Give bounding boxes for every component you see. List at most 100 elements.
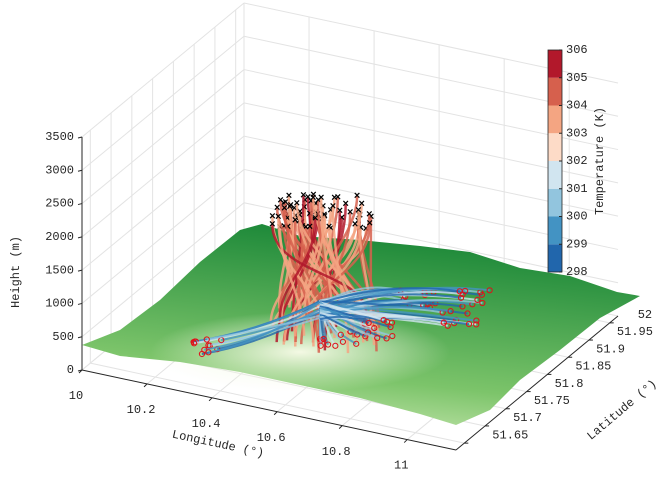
y-tick-label: 51.65: [492, 428, 528, 442]
z-tick: [77, 236, 83, 239]
trajectory-end: ×: [334, 193, 341, 205]
trajectory-start: [380, 316, 387, 324]
trajectory-start: [374, 334, 381, 342]
trajectory-end: ×: [306, 209, 313, 221]
trajectory-end: ×: [274, 203, 281, 215]
trajectory-end: ×: [269, 219, 276, 231]
trajectory-start: [324, 341, 332, 348]
colorbar-tick-label: 298: [566, 265, 588, 279]
grid-line: [81, 2, 245, 138]
z-tick-label: 500: [52, 330, 74, 344]
trajectory-start: [479, 299, 486, 307]
trajectory-end: ×: [321, 210, 328, 222]
trajectory-end: ×: [355, 205, 362, 217]
x-tick: [208, 397, 213, 402]
trajectory-end: ×: [326, 222, 333, 234]
trajectory: [319, 304, 391, 328]
trajectory-end: ×: [281, 204, 288, 216]
trajectory-end: ×: [291, 204, 298, 216]
trajectory-end: ×: [293, 198, 300, 210]
trajectory-start: [464, 310, 471, 317]
trajectory-end: ×: [296, 210, 303, 222]
trajectory-end: ×: [330, 202, 337, 214]
trajectory-start: [465, 321, 473, 328]
trajectory-end: ×: [302, 195, 309, 207]
trajectory: [319, 312, 375, 330]
trajectory-end: ×: [300, 191, 307, 203]
x-tick: [143, 383, 148, 388]
grid-line: [81, 69, 245, 204]
grid-line: [81, 169, 245, 304]
y-tick-label: 51.8: [555, 377, 584, 391]
trajectory-start: [473, 321, 480, 328]
trajectory-end: ×: [310, 193, 317, 205]
trajectory-end: ×: [320, 201, 327, 213]
trajectory-end: ×: [366, 218, 373, 230]
x-axis: [81, 369, 457, 451]
trajectory-end: ×: [338, 213, 345, 225]
z-tick-label: 3500: [45, 130, 74, 144]
z-tick-label: 0: [67, 363, 74, 377]
x-tick-label: 10.8: [322, 445, 351, 459]
trajectory-end: ×: [331, 193, 338, 205]
trajectory-end: ×: [305, 193, 312, 205]
trajectory-start: [371, 324, 378, 332]
x-tick-label: 10.4: [192, 417, 221, 431]
colorbar-bin: [548, 50, 562, 78]
z-tick-label: 2500: [45, 197, 74, 211]
trajectory-end: ×: [285, 222, 292, 234]
trajectory-start: [474, 296, 481, 303]
colorbar-title: Temperature (K): [593, 107, 607, 215]
z-tick: [77, 302, 83, 305]
z-tick-label: 3000: [45, 163, 74, 177]
trajectory-start: [320, 335, 327, 343]
x-tick: [338, 425, 343, 430]
trajectory-end: ×: [368, 212, 375, 224]
trajectory: [317, 200, 331, 308]
x-tick-label: 10: [69, 389, 83, 403]
colorbar-tick-label: 304: [566, 99, 588, 113]
x-tick-label: 10.2: [127, 403, 156, 417]
colorbar-bin: [548, 161, 562, 189]
trajectory-start: [205, 342, 212, 349]
z-tick-label: 1500: [45, 263, 74, 277]
trajectory-start: [457, 294, 465, 301]
trajectory-start: [205, 349, 212, 356]
colorbar-bin: [548, 244, 562, 272]
x-tick: [403, 439, 408, 443]
trajectory-start: [389, 332, 396, 340]
trajectory-end: ×: [318, 193, 325, 205]
trajectory: [221, 311, 321, 342]
z-tick-label: 2000: [45, 230, 74, 244]
trajectory-end: ×: [292, 216, 299, 228]
trajectory-start: [383, 318, 391, 326]
trajectory-end: ×: [354, 191, 361, 203]
colorbar-bin: [548, 105, 562, 134]
trajectory: [319, 287, 460, 304]
y-tick-label: 51.85: [575, 360, 611, 374]
z-tick: [77, 336, 83, 339]
trajectory-end: ×: [306, 222, 313, 234]
grid-line: [90, 362, 465, 444]
z-tick: [77, 369, 83, 372]
trajectory: [206, 314, 321, 341]
grid-line: [81, 102, 245, 238]
trajectory-end: ×: [277, 222, 284, 234]
trajectory-start: [339, 338, 347, 345]
grid-line: [81, 202, 245, 338]
z-tick: [77, 269, 83, 272]
trajectory-start: [456, 288, 463, 295]
trajectory-start: [190, 340, 198, 347]
trajectory-start: [440, 319, 447, 326]
x-tick: [273, 411, 278, 416]
trajectory-end: ×: [342, 199, 349, 211]
z-tick: [77, 203, 83, 206]
trajectory-end: ×: [358, 199, 365, 211]
trajectory: [319, 198, 336, 339]
trajectory-end: ×: [275, 212, 282, 224]
colorbar-tick-label: 299: [566, 237, 588, 251]
trajectory: [319, 312, 366, 338]
grid-line: [81, 135, 245, 271]
trajectory: [278, 218, 317, 321]
